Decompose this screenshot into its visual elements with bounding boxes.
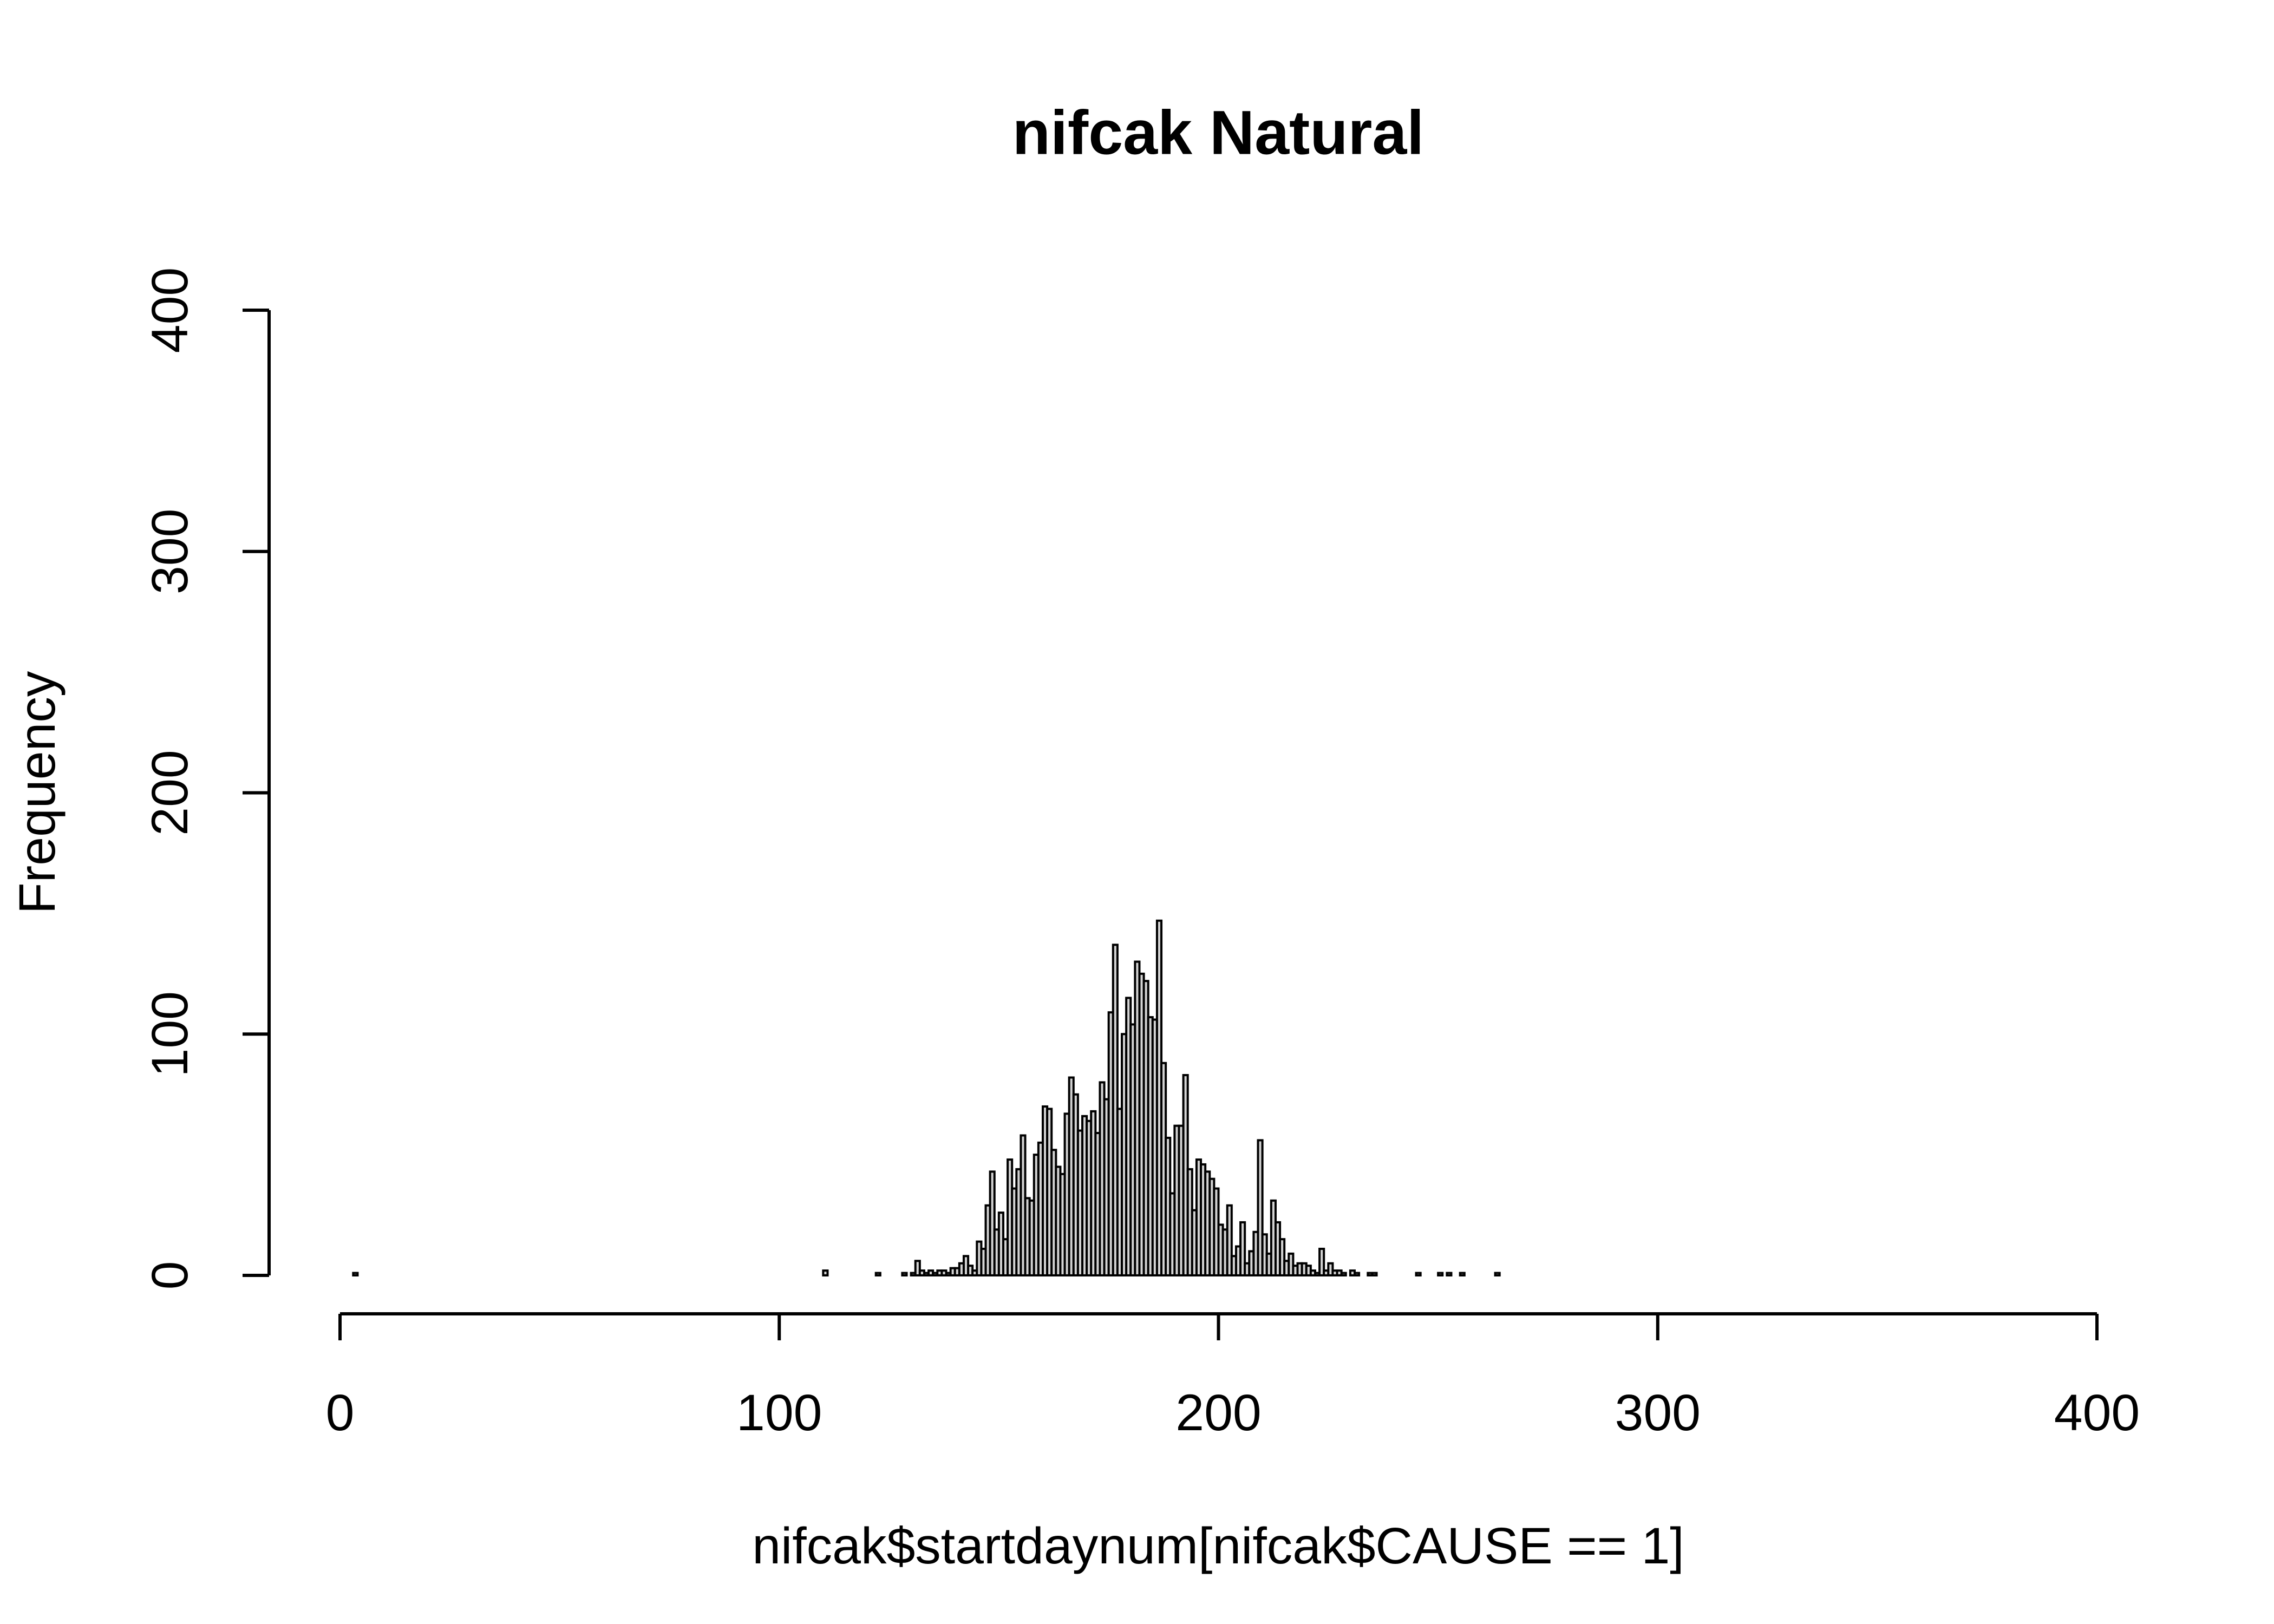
bar (874, 1272, 881, 1276)
bar (1446, 1272, 1453, 1276)
bar (1279, 1238, 1286, 1276)
bar (1459, 1272, 1466, 1276)
y-tick-label: 400 (141, 267, 199, 353)
x-tick-label: 100 (736, 1384, 822, 1442)
y-tick-label: 200 (141, 750, 199, 836)
x-tick-label: 200 (1175, 1384, 1262, 1442)
bar (1494, 1272, 1501, 1276)
y-tick-label: 0 (141, 1261, 199, 1290)
bar (1226, 1204, 1233, 1276)
x-tick-label: 0 (326, 1384, 355, 1442)
bar (1257, 1139, 1264, 1276)
bar (1288, 1252, 1295, 1277)
bar (1327, 1262, 1334, 1276)
bar (989, 1170, 996, 1276)
chart-title: nifcak Natural (1012, 98, 1424, 167)
x-axis-label: nifcak$startdaynum[nifcak$CAUSE == 1] (752, 1517, 1684, 1575)
x-tick-label: 300 (1615, 1384, 1701, 1442)
bar (1415, 1272, 1422, 1276)
y-axis-label: Frequency (9, 671, 66, 914)
bar (1239, 1221, 1246, 1277)
bar (1437, 1272, 1444, 1276)
bar (352, 1272, 359, 1276)
bar (1318, 1247, 1325, 1277)
bar (901, 1272, 908, 1276)
bar (822, 1269, 829, 1276)
bar (1353, 1272, 1361, 1276)
y-tick-label: 300 (141, 508, 199, 594)
bar (914, 1260, 921, 1276)
y-tick-label: 100 (141, 991, 199, 1077)
bar (1371, 1272, 1378, 1276)
x-tick-label: 400 (2054, 1384, 2140, 1442)
bar (1340, 1272, 1347, 1276)
